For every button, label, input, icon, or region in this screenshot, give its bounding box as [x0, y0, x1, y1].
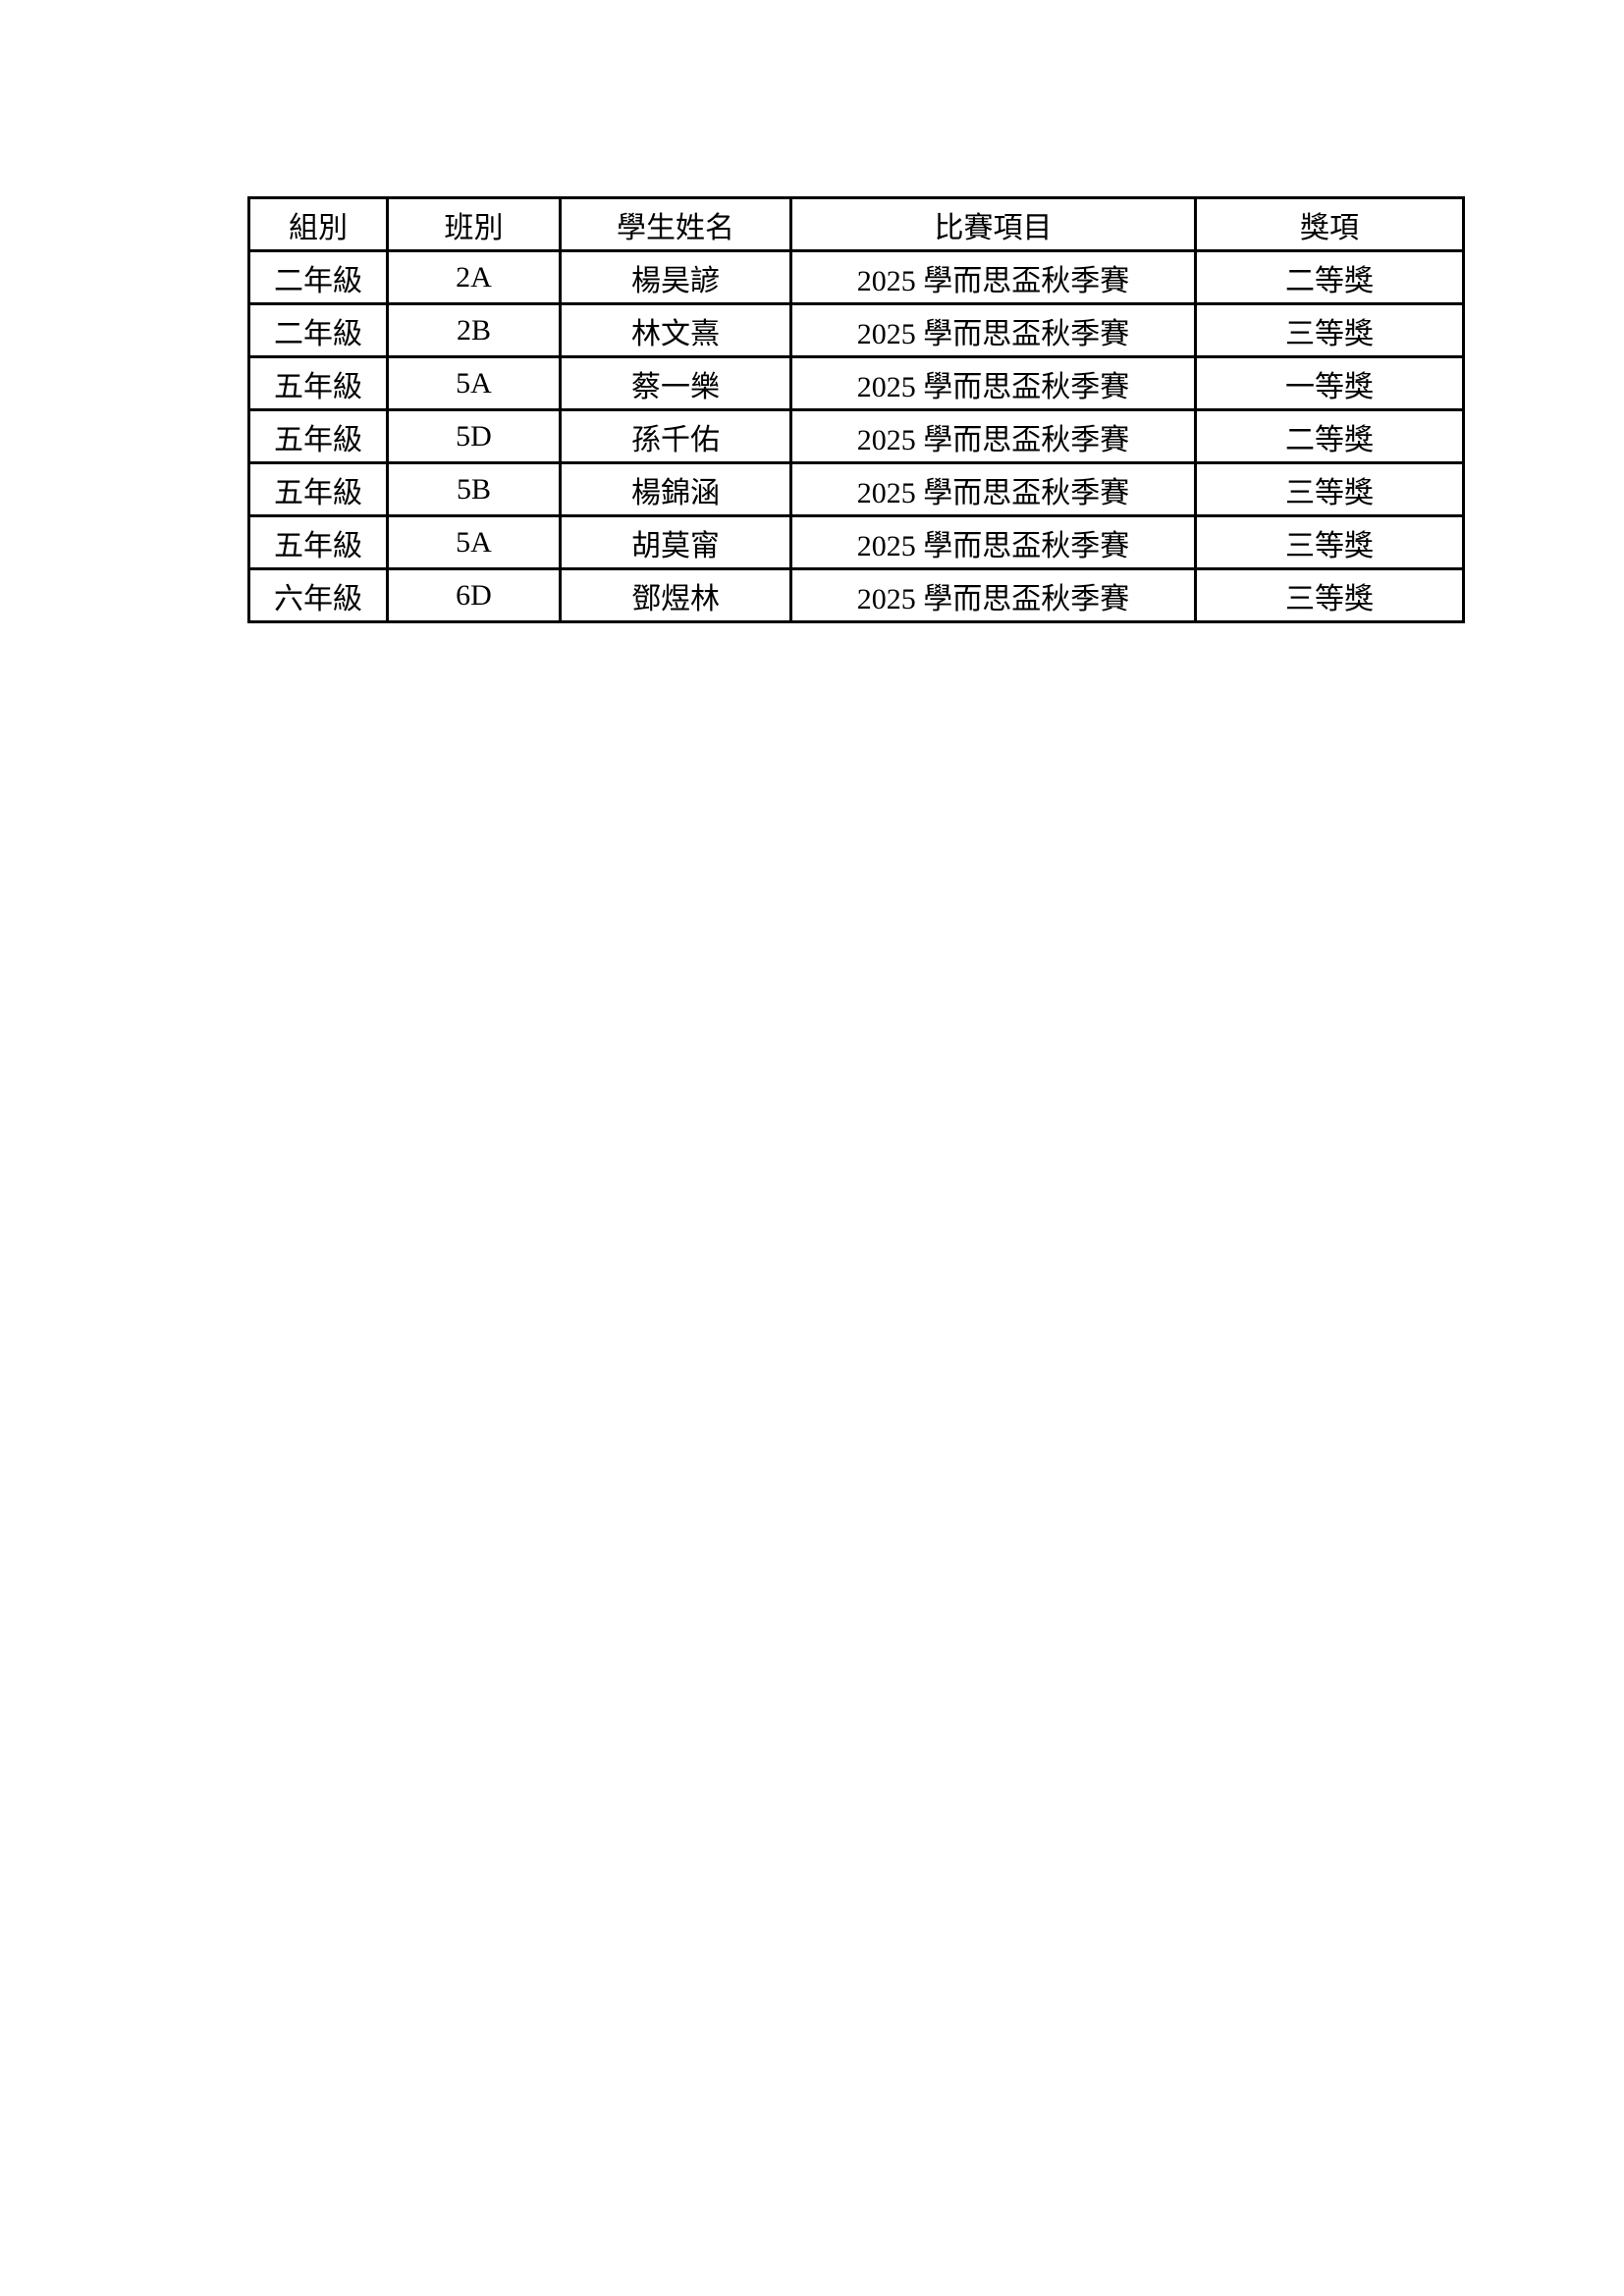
cell-competition: 2025 學而思盃秋季賽: [789, 302, 1197, 358]
cell-class: 5B: [386, 461, 562, 517]
cell-class: 5A: [386, 355, 562, 411]
cell-class: 5D: [386, 408, 562, 464]
header-student-name: 學生姓名: [559, 196, 792, 252]
cell-award: 三等獎: [1194, 514, 1465, 570]
table-row: 五年級 5A 胡莫甯 2025 學而思盃秋季賽 三等獎: [247, 514, 1465, 570]
cell-competition: 2025 學而思盃秋季賽: [789, 461, 1197, 517]
header-class: 班別: [386, 196, 562, 252]
cell-student-name: 楊昊諺: [559, 249, 792, 305]
cell-competition: 2025 學而思盃秋季賽: [789, 567, 1197, 623]
cell-student-name: 楊錦涵: [559, 461, 792, 517]
cell-group: 二年級: [247, 249, 389, 305]
cell-group: 五年級: [247, 461, 389, 517]
cell-student-name: 蔡一樂: [559, 355, 792, 411]
cell-competition: 2025 學而思盃秋季賽: [789, 514, 1197, 570]
cell-group: 五年級: [247, 514, 389, 570]
table-row: 五年級 5A 蔡一樂 2025 學而思盃秋季賽 一等獎: [247, 355, 1465, 411]
cell-award: 一等獎: [1194, 355, 1465, 411]
cell-group: 二年級: [247, 302, 389, 358]
table-row: 五年級 5D 孫千佑 2025 學而思盃秋季賽 二等獎: [247, 408, 1465, 464]
table-row: 五年級 5B 楊錦涵 2025 學而思盃秋季賽 三等獎: [247, 461, 1465, 517]
cell-student-name: 鄧煜林: [559, 567, 792, 623]
cell-award: 三等獎: [1194, 302, 1465, 358]
cell-award: 二等獎: [1194, 249, 1465, 305]
table-row: 二年級 2B 林文熹 2025 學而思盃秋季賽 三等獎: [247, 302, 1465, 358]
cell-group: 五年級: [247, 355, 389, 411]
cell-group: 六年級: [247, 567, 389, 623]
cell-student-name: 孫千佑: [559, 408, 792, 464]
cell-class: 6D: [386, 567, 562, 623]
cell-class: 2A: [386, 249, 562, 305]
cell-competition: 2025 學而思盃秋季賽: [789, 408, 1197, 464]
header-competition: 比賽項目: [789, 196, 1197, 252]
cell-student-name: 胡莫甯: [559, 514, 792, 570]
cell-award: 三等獎: [1194, 567, 1465, 623]
table-row: 二年級 2A 楊昊諺 2025 學而思盃秋季賽 二等獎: [247, 249, 1465, 305]
cell-competition: 2025 學而思盃秋季賽: [789, 355, 1197, 411]
cell-competition: 2025 學而思盃秋季賽: [789, 249, 1197, 305]
cell-award: 二等獎: [1194, 408, 1465, 464]
cell-award: 三等獎: [1194, 461, 1465, 517]
table-header-row: 組別 班別 學生姓名 比賽項目 獎項: [247, 196, 1465, 252]
cell-group: 五年級: [247, 408, 389, 464]
cell-class: 2B: [386, 302, 562, 358]
awards-table: 組別 班別 學生姓名 比賽項目 獎項 二年級 2A 楊昊諺 2025 學而思盃秋…: [247, 196, 1465, 623]
cell-class: 5A: [386, 514, 562, 570]
header-award: 獎項: [1194, 196, 1465, 252]
header-group: 組別: [247, 196, 389, 252]
table-row: 六年級 6D 鄧煜林 2025 學而思盃秋季賽 三等獎: [247, 567, 1465, 623]
cell-student-name: 林文熹: [559, 302, 792, 358]
